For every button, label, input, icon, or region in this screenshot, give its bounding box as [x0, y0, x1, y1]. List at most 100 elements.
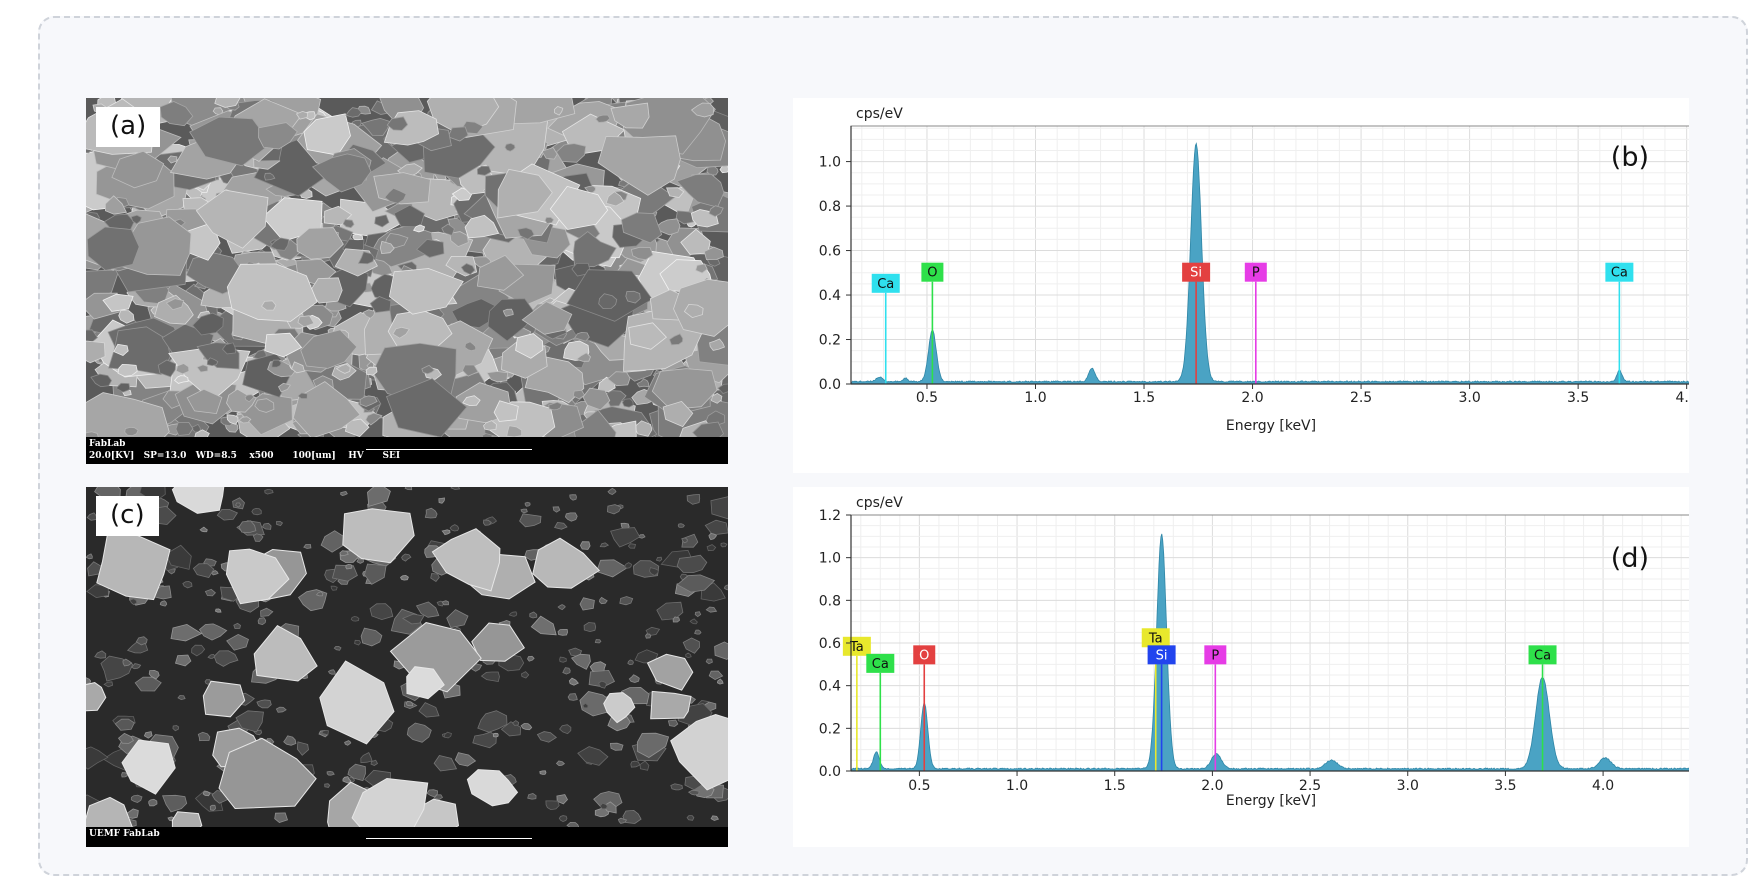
y-tick-label: 0.2	[819, 333, 841, 349]
element-label: O	[919, 648, 929, 663]
x-axis-title: Energy [keV]	[1226, 793, 1316, 809]
sem-grain	[595, 640, 601, 643]
sem-info-bar-a: FabLab 20.0[KV] SP=13.0 WD=8.5 x500 100[…	[86, 437, 728, 464]
sem-grain	[540, 771, 546, 775]
y-tick-label: 0.8	[819, 593, 841, 609]
scale-bar-c	[366, 838, 532, 839]
scale-bar-a	[366, 449, 532, 450]
element-marker-ca: Ca	[1605, 263, 1633, 384]
y-tick-label: 1.2	[819, 508, 841, 524]
x-tick-label: 4.0	[1592, 778, 1614, 794]
sem-micrograph-c	[86, 487, 728, 827]
element-label: Ca	[872, 657, 889, 672]
x-tick-label: 3.0	[1397, 778, 1419, 794]
sem-grain	[125, 427, 138, 435]
sem-grain	[122, 773, 128, 777]
eds-spectrum-b: Ca O Si P Ca 0.5 1.0 1.5 2.0 2.5 3.0 3.5 4.0 0.0 0.2 0.…	[793, 98, 1689, 473]
element-marker-p: P	[1245, 263, 1267, 384]
sem-grain	[568, 694, 577, 701]
y-tick-label: 1.0	[819, 551, 841, 567]
sem-grain	[623, 399, 634, 407]
x-tick-label: 1.0	[1006, 778, 1028, 794]
x-tick-label: 1.0	[1024, 390, 1046, 406]
sem-grain	[646, 634, 651, 638]
sem-grain	[678, 524, 684, 528]
element-marker-ca: Ca	[872, 274, 900, 384]
x-axis-title: Energy [keV]	[1226, 418, 1316, 434]
sem-image-a: (a) FabLab 20.0[KV] SP=13.0 WD=8.5 x500 …	[86, 98, 728, 464]
sem-grain	[340, 551, 348, 556]
element-marker-ca: Ca	[866, 654, 894, 771]
x-tick-label: 2.0	[1201, 778, 1223, 794]
grid	[851, 515, 1689, 771]
spectrum-area	[851, 144, 1689, 385]
sem-grain	[673, 617, 680, 622]
y-tick-label: 0.8	[819, 199, 841, 215]
sem-grain	[215, 609, 221, 612]
element-marker-p: P	[1204, 645, 1226, 771]
sem-particle	[172, 812, 201, 827]
sem-grain	[558, 629, 568, 635]
element-label: P	[1211, 648, 1219, 663]
y-tick-label: 0.0	[819, 764, 841, 780]
sem-footer-params-a: 20.0[KV] SP=13.0 WD=8.5 x500 100[um] HV …	[89, 451, 400, 462]
element-label: P	[1252, 266, 1260, 281]
sem-grain	[560, 657, 567, 662]
element-label: Ta	[1148, 631, 1163, 646]
sem-grain	[210, 805, 215, 810]
grid	[851, 126, 1689, 384]
sem-info-bar-c: UEMF FabLab	[86, 827, 728, 847]
sem-grain	[620, 597, 633, 605]
sem-grain	[559, 816, 567, 822]
element-label: Ca	[877, 277, 894, 292]
x-tick-label: 2.5	[1350, 390, 1372, 406]
sem-grain	[687, 816, 694, 821]
y-tick-label: 0.6	[819, 636, 841, 652]
sem-footer-lab-c: UEMF FabLab	[89, 829, 160, 840]
y-tick-label: 0.4	[819, 288, 841, 304]
x-tick-label: 0.5	[916, 390, 938, 406]
sem-grain	[656, 557, 661, 561]
sem-grain	[580, 598, 594, 610]
sem-grain	[668, 720, 677, 727]
element-label: O	[927, 266, 937, 281]
sem-grain	[628, 544, 635, 549]
x-tick-label: 2.5	[1299, 778, 1321, 794]
x-tick-label: 3.5	[1567, 390, 1589, 406]
sem-grain	[493, 733, 498, 737]
element-label: Ca	[1534, 648, 1551, 663]
sem-grain	[327, 771, 334, 775]
x-tick-label: 3.5	[1494, 778, 1516, 794]
sem-grain	[203, 792, 210, 796]
sem-grain	[325, 784, 330, 788]
y-tick-label: 0.0	[819, 377, 841, 393]
x-tick-label: 3.0	[1458, 390, 1480, 406]
element-label: Ca	[1611, 266, 1628, 281]
panel-label: (b)	[1611, 142, 1649, 173]
sem-image-c: (c) UEMF FabLab	[86, 487, 728, 847]
panel-label: (d)	[1611, 543, 1649, 574]
y-axis-title: cps/eV	[856, 495, 903, 511]
x-tick-label: 1.5	[1133, 390, 1155, 406]
element-marker-o: O	[921, 263, 943, 384]
element-marker-o: O	[913, 645, 935, 771]
sem-grain	[528, 794, 536, 800]
x-tick-label: 4.0	[1676, 390, 1689, 406]
sem-grain	[721, 543, 727, 547]
y-axis-title: cps/eV	[856, 106, 903, 122]
sem-grain	[580, 542, 590, 550]
sem-micrograph-a	[86, 98, 728, 437]
sem-grain	[252, 508, 261, 514]
sem-footer-lab-a: FabLab	[89, 439, 125, 450]
sem-grain	[149, 799, 157, 806]
sem-grain	[346, 564, 352, 569]
sem-grain	[671, 784, 683, 790]
plot-frame	[851, 126, 1689, 384]
x-tick-label: 1.5	[1104, 778, 1126, 794]
sem-grain	[525, 502, 530, 506]
x-tick-label: 0.5	[908, 778, 930, 794]
y-tick-label: 0.4	[819, 679, 841, 695]
element-label: Si	[1190, 266, 1202, 281]
x-tick-label: 2.0	[1241, 390, 1263, 406]
